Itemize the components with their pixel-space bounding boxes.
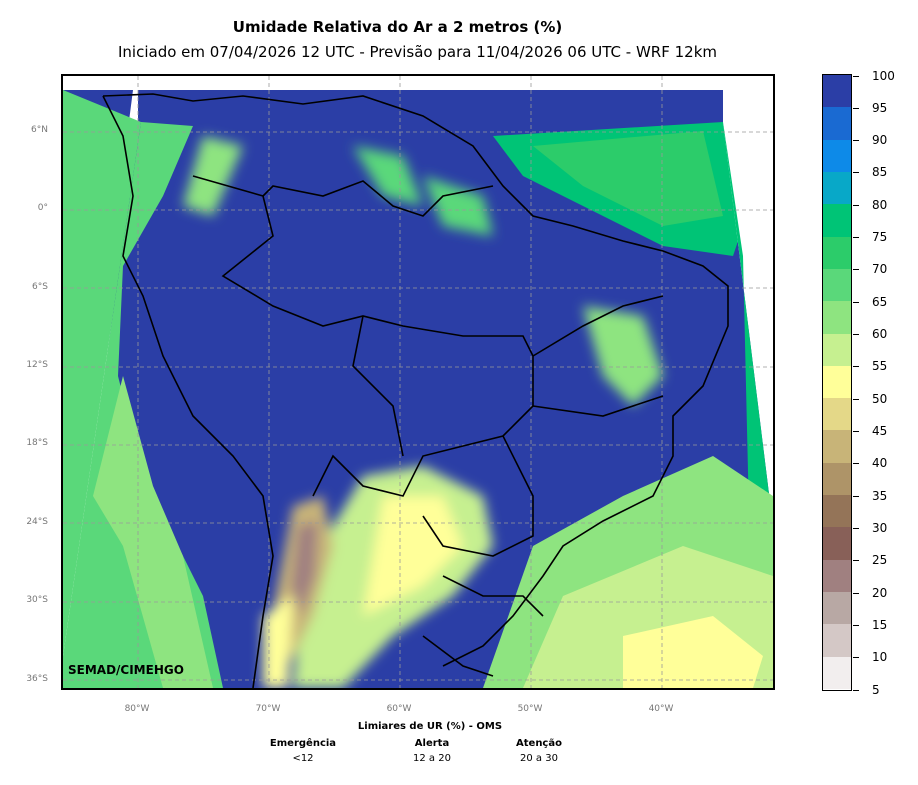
colorbar-segment (823, 559, 851, 593)
colorbar-segment (823, 333, 851, 367)
colorbar-tick (853, 75, 859, 77)
gridlines (63, 76, 773, 688)
colorbar-tick (853, 560, 859, 562)
colorbar-segment (823, 107, 851, 141)
colorbar-label: 85 (872, 165, 888, 180)
credit-label: SEMAD/CIMEHGO (68, 663, 184, 677)
chart-subtitle: Iniciado em 07/04/2026 12 UTC - Previsão… (117, 43, 718, 61)
colorbar-tick (853, 140, 859, 142)
colorbar-segment (823, 624, 851, 658)
colorbar-tick (853, 689, 859, 691)
colorbar-segment (823, 430, 851, 464)
threshold-value: <12 (292, 753, 314, 764)
colorbar-label: 25 (872, 553, 888, 568)
colorbar-label: 75 (872, 230, 888, 245)
colorbar-segment (823, 398, 851, 431)
colorbar-label: 65 (872, 294, 888, 309)
lat-label-0: 0° (37, 203, 48, 213)
colorbar-tick (853, 624, 859, 626)
colorbar-label: 35 (872, 488, 888, 503)
borders (102, 93, 729, 688)
colorbar-segment (823, 592, 851, 625)
map-panel (61, 74, 775, 690)
colorbar-label: 40 (872, 456, 888, 471)
colorbar-segment (823, 75, 851, 108)
colorbar-segment (823, 204, 851, 238)
colorbar-tick (853, 269, 859, 271)
colorbar-segment (823, 462, 851, 496)
threshold-name: Alerta (414, 738, 450, 749)
colorbar-label: 80 (872, 197, 888, 212)
threshold-value: 20 a 30 (520, 753, 558, 764)
lon-label-80w: 80°W (124, 704, 150, 714)
lat-label-36s: 36°S (26, 674, 48, 684)
threshold-name: Emergência (269, 738, 337, 749)
colorbar-label: 30 (872, 520, 888, 535)
colorbar-tick (853, 237, 859, 239)
colorbar-tick (853, 172, 859, 174)
colorbar-segment (823, 656, 851, 690)
colorbar-label: 50 (872, 391, 888, 406)
colorbar-label: 90 (872, 133, 888, 148)
colorbar-tick (853, 334, 859, 336)
lat-label-6s: 6°S (32, 282, 48, 292)
threshold-emergencia: Emergência <12 (243, 738, 363, 764)
threshold-atencao: Atenção 20 a 30 (479, 738, 599, 764)
threshold-alerta: Alerta 12 a 20 (372, 738, 492, 764)
colorbar-segment (823, 527, 851, 561)
threshold-value: 12 a 20 (413, 753, 451, 764)
chart-title: Umidade Relativa do Ar a 2 metros (%) (232, 18, 563, 36)
colorbar-label: 5 (872, 682, 880, 697)
colorbar-tick (853, 204, 859, 206)
colorbar-label: 55 (872, 359, 888, 374)
colorbar-segment (823, 236, 851, 270)
humidity-map (63, 76, 773, 688)
lon-label-60w: 60°W (386, 704, 412, 714)
lat-label-12s: 12°S (26, 360, 48, 370)
colorbar-tick (853, 495, 859, 497)
colorbar-segment (823, 139, 851, 173)
thresholds-title: Limiares de UR (%) - OMS (357, 721, 503, 732)
threshold-name: Atenção (516, 738, 562, 749)
colorbar-label: 45 (872, 423, 888, 438)
lon-label-70w: 70°W (255, 704, 281, 714)
lat-label-6n: 6°N (31, 125, 48, 135)
colorbar-label: 70 (872, 262, 888, 277)
colorbar-label: 95 (872, 100, 888, 115)
colorbar-tick (853, 430, 859, 432)
colorbar-segment (823, 171, 851, 205)
colorbar-label: 15 (872, 617, 888, 632)
colorbar-tick (853, 527, 859, 529)
colorbar-tick (853, 107, 859, 109)
colorbar-label: 100 (872, 68, 895, 83)
lat-label-30s: 30°S (26, 595, 48, 605)
colorbar-segment (823, 268, 851, 302)
colorbar-tick (853, 366, 859, 368)
colorbar-label: 60 (872, 327, 888, 342)
colorbar-tick (853, 398, 859, 400)
colorbar-tick (853, 657, 859, 659)
colorbar-segment (823, 365, 851, 399)
colorbar-tick (853, 463, 859, 465)
colorbar-label: 10 (872, 650, 888, 665)
colorbar-tick (853, 301, 859, 303)
colorbar (822, 74, 852, 691)
lon-label-50w: 50°W (517, 704, 543, 714)
colorbar-segment (823, 495, 851, 528)
lat-label-18s: 18°S (26, 438, 48, 448)
colorbar-label: 20 (872, 585, 888, 600)
colorbar-segment (823, 301, 851, 335)
lon-label-40w: 40°W (648, 704, 674, 714)
lat-label-24s: 24°S (26, 517, 48, 527)
colorbar-tick (853, 592, 859, 594)
